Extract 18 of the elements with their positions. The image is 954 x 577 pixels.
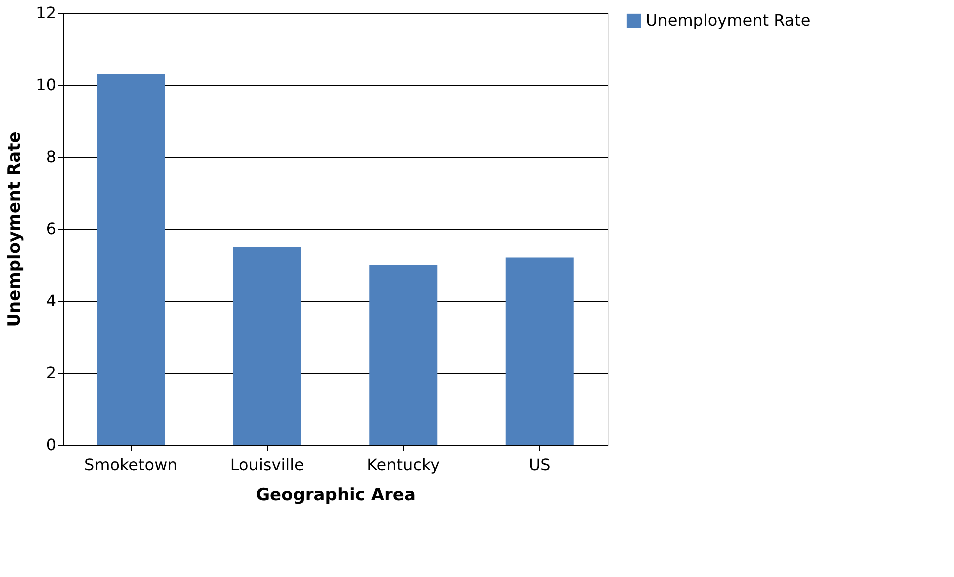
x-tick-label: Kentucky	[367, 456, 440, 474]
y-tick-label: 8	[46, 148, 56, 166]
y-tick-label: 2	[46, 364, 56, 382]
y-tick-label: 6	[46, 220, 56, 238]
bar	[506, 258, 574, 445]
y-tick-label: 0	[46, 436, 56, 454]
x-tick-label: Smoketown	[84, 456, 178, 474]
bar	[233, 247, 302, 445]
x-tick-label: US	[528, 456, 551, 474]
bar	[97, 74, 166, 445]
y-tick-label: 12	[36, 4, 56, 22]
y-tick-label: 10	[36, 76, 56, 94]
x-tick-label: Louisville	[230, 456, 304, 474]
y-tick-label: 4	[46, 292, 56, 310]
y-axis-title: Unemployment Rate	[5, 132, 26, 328]
legend-label: Unemployment Rate	[646, 11, 811, 30]
bar	[370, 265, 438, 445]
x-axis-title: Geographic Area	[256, 486, 416, 506]
